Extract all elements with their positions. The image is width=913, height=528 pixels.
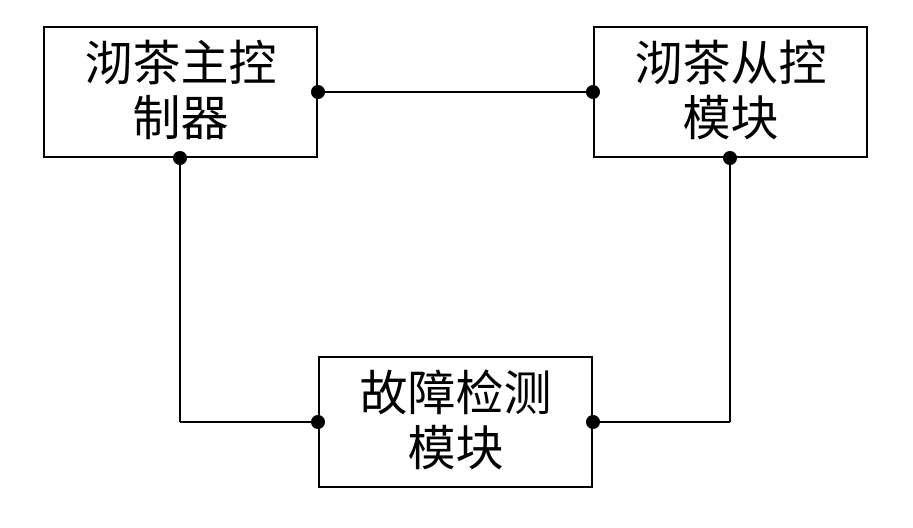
connector-dot [173, 151, 187, 165]
node-label: 沏茶从控 模块 [634, 37, 826, 147]
edge-left-vertical [179, 158, 181, 422]
node-slave-controller: 沏茶从控 模块 [593, 26, 868, 158]
node-main-controller: 沏茶主控 制器 [43, 26, 318, 158]
edge-right-horizontal [593, 421, 730, 423]
node-label-line2: 制器 [132, 93, 228, 146]
node-label: 沏茶主控 制器 [84, 37, 276, 147]
node-label-line2: 模块 [407, 423, 503, 476]
node-label-line2: 模块 [682, 93, 778, 146]
connector-dot [586, 85, 600, 99]
edge-right-vertical [729, 158, 731, 422]
node-label-line1: 沏茶从控 [634, 38, 826, 91]
connector-dot [586, 415, 600, 429]
connector-dot [311, 85, 325, 99]
node-label: 故障检测 模块 [359, 367, 551, 477]
connector-dot [723, 151, 737, 165]
edge-top-horizontal [318, 91, 593, 93]
node-label-line1: 沏茶主控 [84, 38, 276, 91]
node-label-line1: 故障检测 [359, 368, 551, 421]
connector-dot [311, 415, 325, 429]
edge-left-horizontal [180, 421, 318, 423]
node-fault-detection: 故障检测 模块 [318, 356, 593, 488]
diagram-canvas: 沏茶主控 制器 沏茶从控 模块 故障检测 模块 [0, 0, 913, 528]
